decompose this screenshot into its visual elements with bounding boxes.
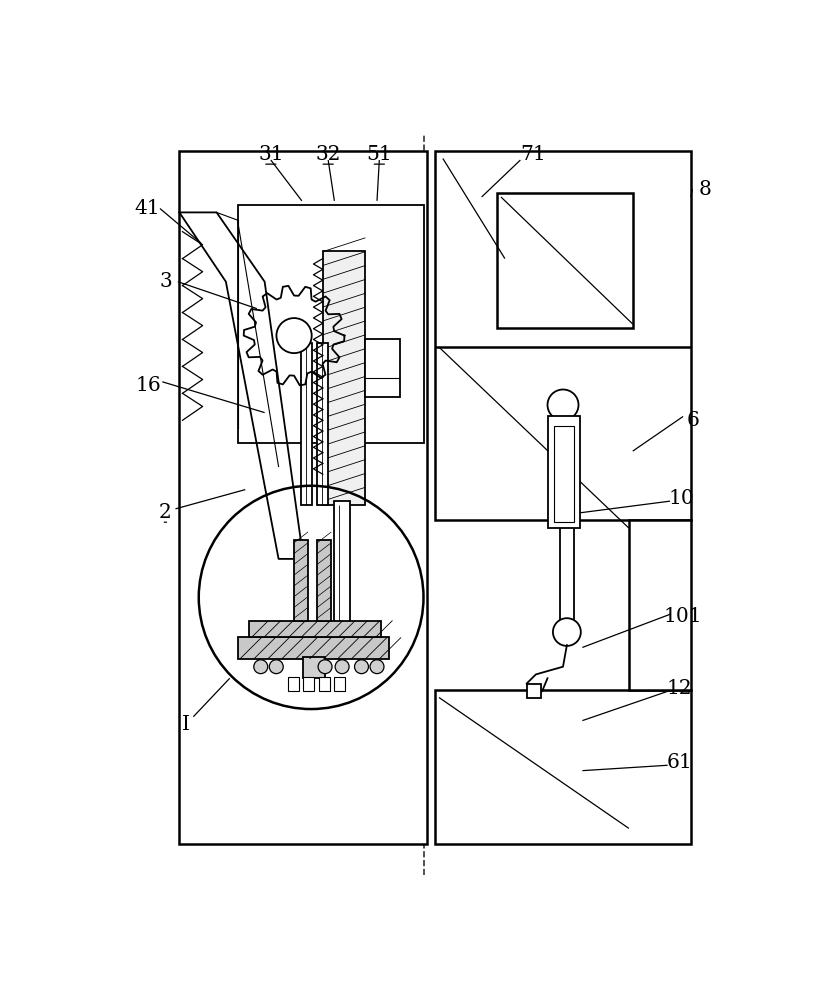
Circle shape — [370, 660, 384, 674]
Bar — [288, 677, 299, 691]
Circle shape — [318, 660, 332, 674]
Bar — [334, 677, 346, 691]
Text: 6: 6 — [687, 411, 699, 430]
Bar — [319, 677, 330, 691]
Text: I: I — [182, 715, 190, 734]
Bar — [548, 416, 580, 528]
Text: 2: 2 — [159, 503, 172, 522]
Bar — [435, 151, 691, 520]
Bar — [237, 637, 389, 659]
Text: 51: 51 — [367, 145, 392, 164]
Circle shape — [355, 660, 368, 674]
Bar — [303, 677, 315, 691]
Text: 101: 101 — [663, 607, 703, 626]
Circle shape — [253, 660, 267, 674]
Bar — [553, 426, 574, 522]
Text: 16: 16 — [135, 376, 161, 395]
Bar — [317, 540, 331, 620]
Bar — [435, 690, 691, 844]
Text: 10: 10 — [668, 489, 694, 508]
Text: 12: 12 — [667, 679, 692, 698]
Bar — [303, 657, 325, 678]
Bar — [249, 620, 381, 637]
Circle shape — [269, 660, 284, 674]
Circle shape — [335, 660, 349, 674]
Bar — [334, 501, 350, 644]
Bar — [497, 193, 632, 328]
Text: 32: 32 — [315, 145, 341, 164]
Text: 71: 71 — [521, 145, 546, 164]
Bar — [237, 205, 424, 443]
Bar — [527, 684, 541, 698]
Text: 3: 3 — [159, 272, 172, 291]
Circle shape — [276, 318, 311, 353]
Bar — [301, 343, 312, 505]
Bar — [317, 343, 328, 505]
Bar — [629, 520, 691, 690]
Text: 8: 8 — [698, 180, 711, 199]
Circle shape — [548, 389, 579, 420]
Text: 61: 61 — [667, 753, 692, 772]
Text: 41: 41 — [134, 199, 160, 218]
Circle shape — [553, 618, 581, 646]
Bar — [294, 540, 308, 620]
Bar — [323, 251, 365, 505]
Text: 31: 31 — [258, 145, 284, 164]
Bar — [179, 151, 427, 844]
Bar — [365, 339, 400, 397]
